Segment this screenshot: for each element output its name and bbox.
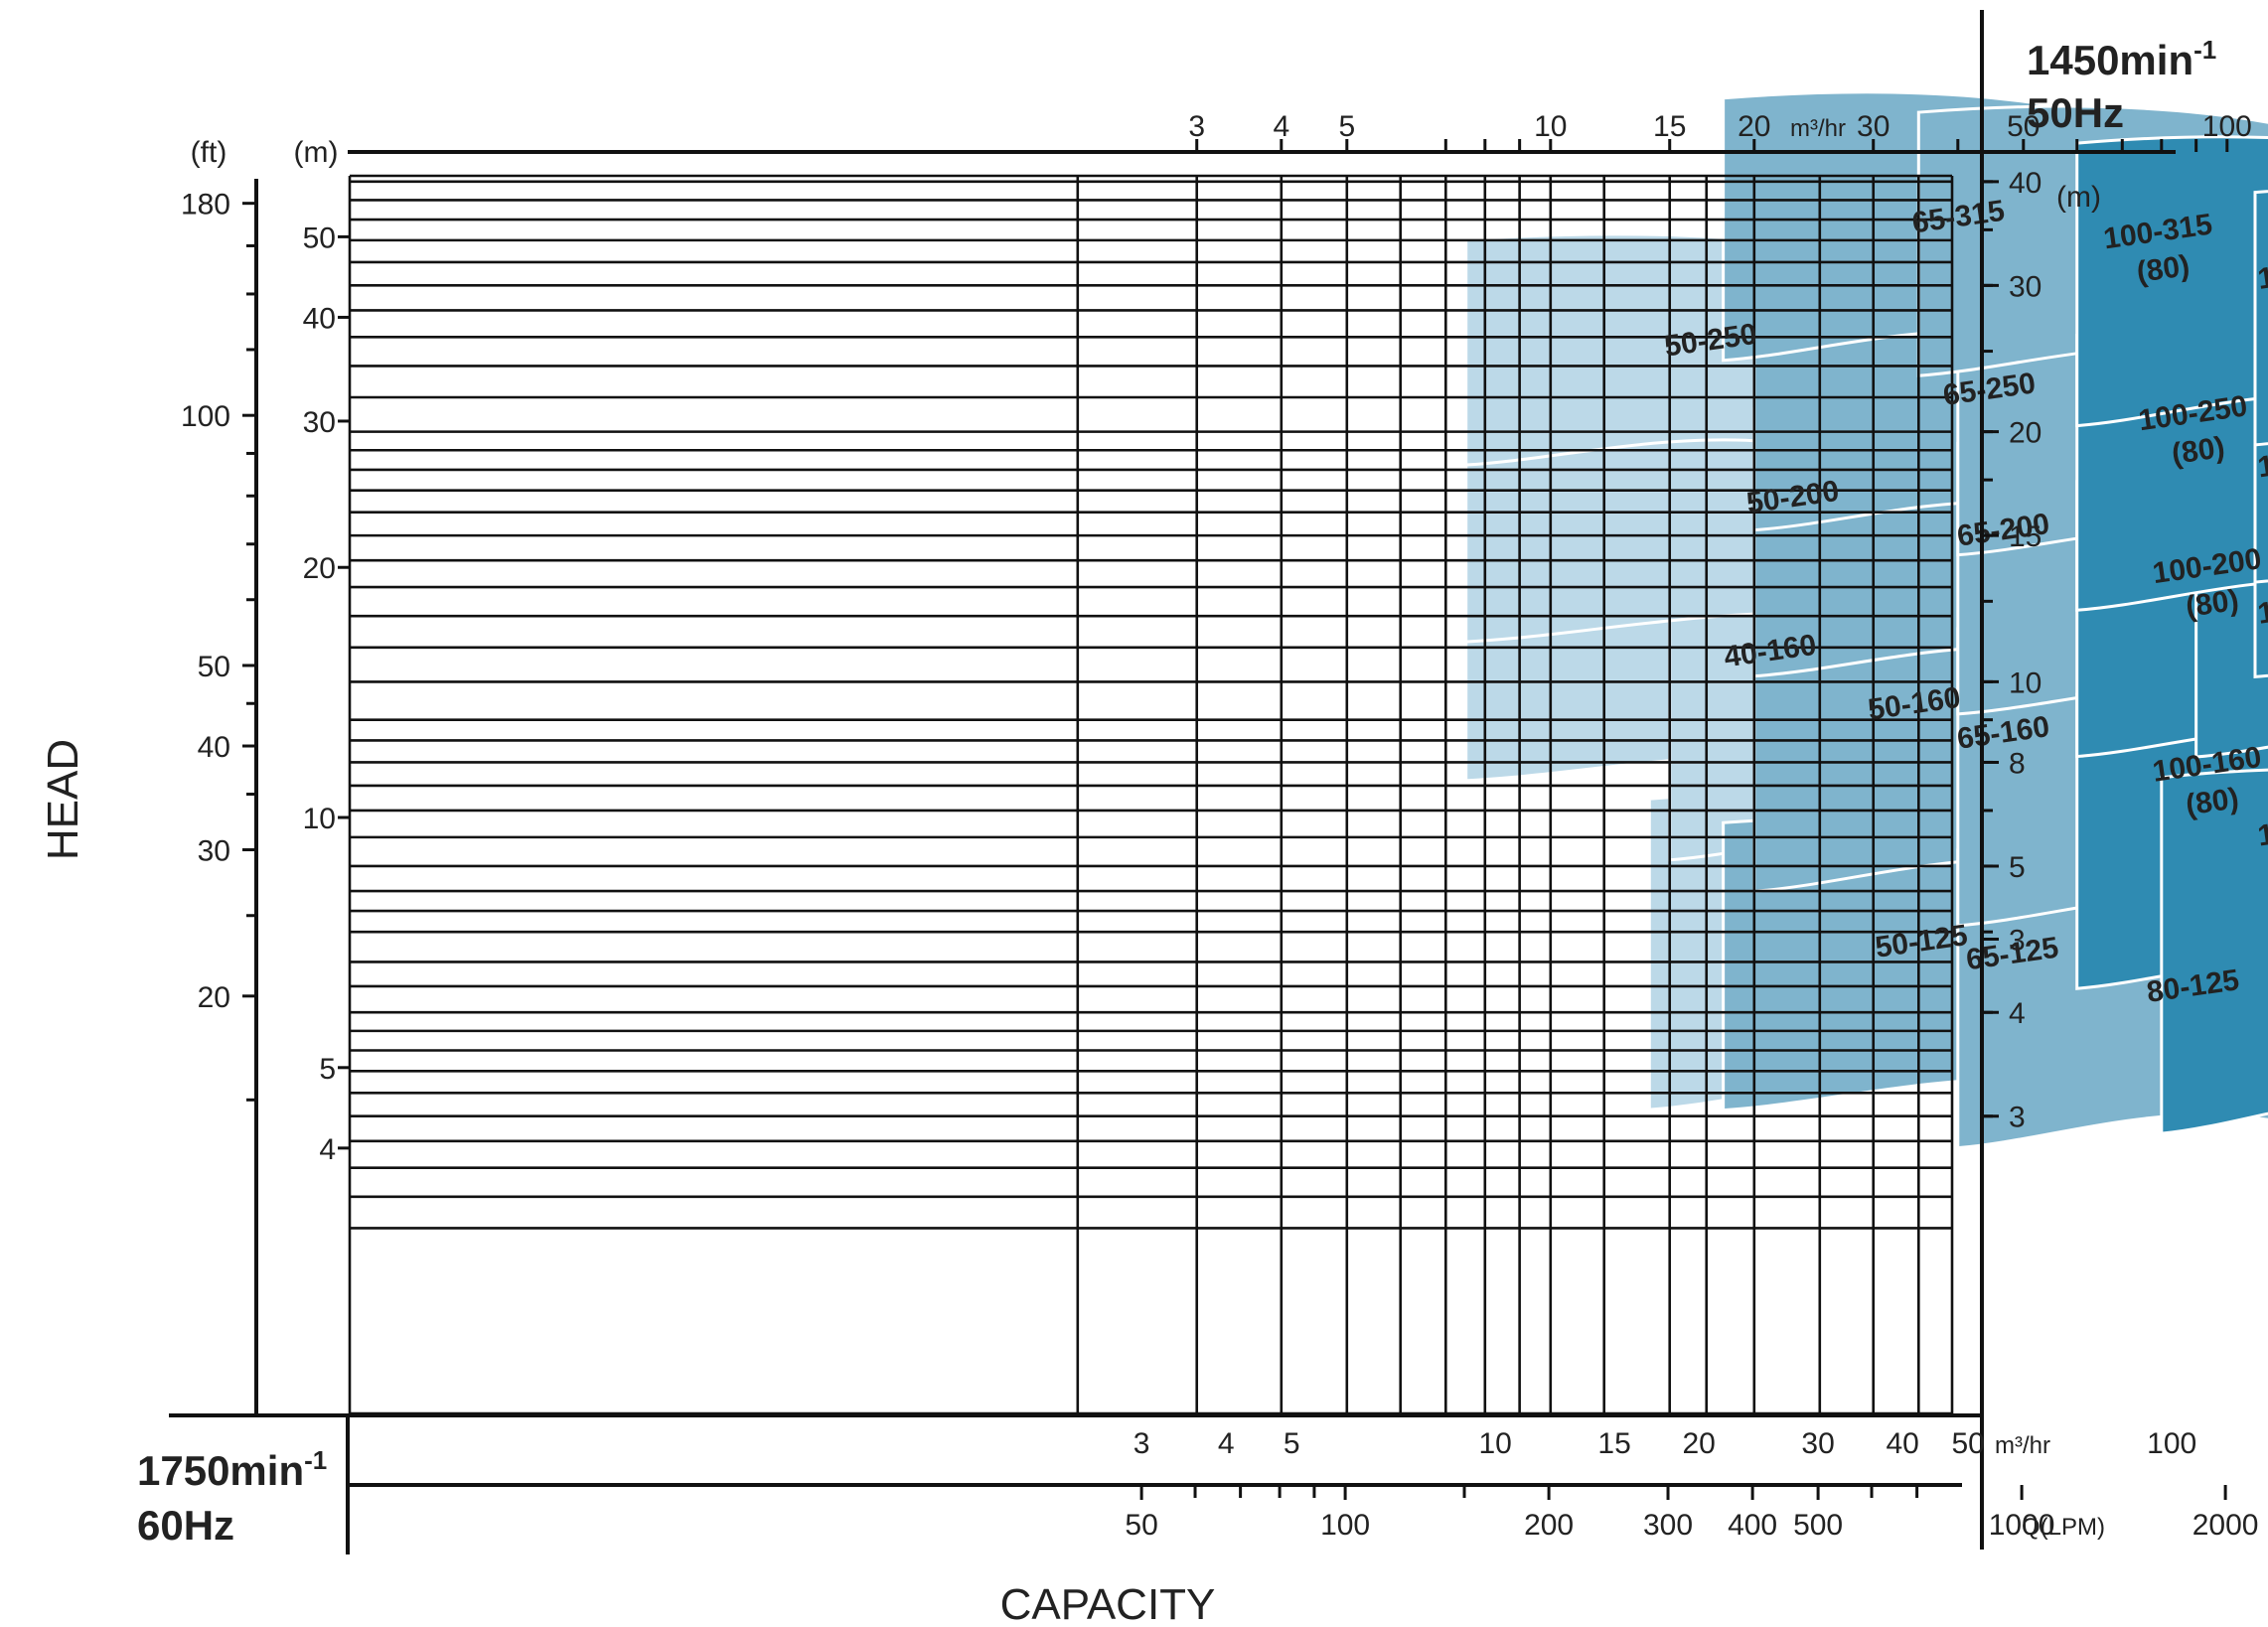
y-tick-right: 40 bbox=[2009, 167, 2041, 200]
top-x-unit: m³/hr bbox=[1790, 115, 1846, 142]
left-unit-m: (m) bbox=[294, 136, 339, 169]
x-tick-50hz: 30 bbox=[1857, 110, 1890, 143]
y-tick-right: 10 bbox=[2009, 666, 2041, 699]
x-tick-50hz: 4 bbox=[1273, 110, 1289, 143]
x-tick-lpm: 1000 bbox=[1989, 1509, 2055, 1542]
x-tick-60hz: 15 bbox=[1597, 1427, 1630, 1460]
region-125-315-100 bbox=[2075, 135, 2268, 428]
x-tick-60hz: 40 bbox=[1886, 1427, 1918, 1460]
x-tick-lpm: 300 bbox=[1643, 1509, 1693, 1542]
y-tick-ft: 180 bbox=[181, 189, 230, 222]
right-unit-m: (m) bbox=[2056, 181, 2101, 214]
y-tick-m-60hz: 50 bbox=[303, 222, 336, 254]
axis-lines bbox=[169, 10, 2176, 1554]
lpm-x-unit: Q(LPM) bbox=[2022, 1514, 2105, 1541]
x-tick-60hz: 5 bbox=[1284, 1427, 1300, 1460]
y-tick-right: 30 bbox=[2009, 270, 2041, 303]
y-tick-ft: 50 bbox=[198, 651, 230, 683]
x-tick-50hz: 15 bbox=[1653, 110, 1686, 143]
mid-x-unit: m³/hr bbox=[1995, 1432, 2050, 1459]
x-tick-50hz: 3 bbox=[1188, 110, 1205, 143]
x-tick-60hz: 20 bbox=[1682, 1427, 1715, 1460]
axis-ticks: 3451015203050100150200345101520304050100… bbox=[181, 110, 2259, 1542]
x-tick-50hz: 50 bbox=[2007, 110, 2040, 143]
region-125-160 bbox=[2160, 768, 2268, 1135]
bottom-frequency-label: 60Hz bbox=[137, 1502, 234, 1549]
y-tick-right: 5 bbox=[2009, 851, 2026, 884]
x-tick-50hz: 10 bbox=[1534, 110, 1567, 143]
bottom-speed-label: 1750min-1 bbox=[137, 1445, 327, 1494]
top-speed-label: 1450min-1 bbox=[2027, 35, 2216, 83]
y-tick-m-60hz: 20 bbox=[303, 552, 336, 585]
top-frequency-label: 50Hz bbox=[2027, 89, 2124, 136]
grid bbox=[348, 174, 1954, 1415]
x-tick-lpm: 2000 bbox=[2192, 1509, 2259, 1542]
x-tick-lpm: 400 bbox=[1728, 1509, 1777, 1542]
y-tick-right: 20 bbox=[2009, 417, 2041, 450]
y-tick-ft: 40 bbox=[198, 731, 230, 764]
left-unit-ft: (ft) bbox=[191, 136, 227, 169]
region-150-315 bbox=[2253, 190, 2268, 447]
y-tick-m-60hz: 4 bbox=[319, 1133, 336, 1166]
x-tick-60hz: 10 bbox=[1478, 1427, 1511, 1460]
x-tick-60hz: 3 bbox=[1134, 1427, 1150, 1460]
x-tick-lpm: 500 bbox=[1793, 1509, 1843, 1542]
y-tick-right: 8 bbox=[2009, 747, 2026, 780]
y-axis-title: HEAD bbox=[39, 739, 87, 860]
y-tick-right: 3 bbox=[2009, 1102, 2026, 1134]
y-tick-right: 4 bbox=[2009, 997, 2026, 1030]
x-tick-60hz: 100 bbox=[2147, 1427, 2196, 1460]
x-tick-lpm: 50 bbox=[1125, 1509, 1157, 1542]
y-tick-ft: 30 bbox=[198, 835, 230, 868]
y-tick-m-60hz: 5 bbox=[319, 1053, 336, 1086]
x-tick-60hz: 50 bbox=[1951, 1427, 1984, 1460]
y-tick-m-60hz: 30 bbox=[303, 406, 336, 439]
x-tick-lpm: 100 bbox=[1320, 1509, 1370, 1542]
x-tick-50hz: 20 bbox=[1738, 110, 1770, 143]
y-tick-right: 3 bbox=[2009, 925, 2026, 958]
x-axis-title: CAPACITY bbox=[1000, 1580, 1216, 1627]
x-tick-lpm: 200 bbox=[1524, 1509, 1574, 1542]
x-tick-50hz: 100 bbox=[2202, 110, 2252, 143]
x-tick-50hz: 5 bbox=[1338, 110, 1355, 143]
x-tick-60hz: 30 bbox=[1801, 1427, 1834, 1460]
y-tick-ft: 100 bbox=[181, 400, 230, 433]
y-tick-m-60hz: 10 bbox=[303, 803, 336, 835]
x-tick-60hz: 4 bbox=[1218, 1427, 1235, 1460]
y-tick-ft: 20 bbox=[198, 981, 230, 1014]
y-tick-right: 15 bbox=[2009, 520, 2041, 553]
y-tick-m-60hz: 40 bbox=[303, 302, 336, 335]
